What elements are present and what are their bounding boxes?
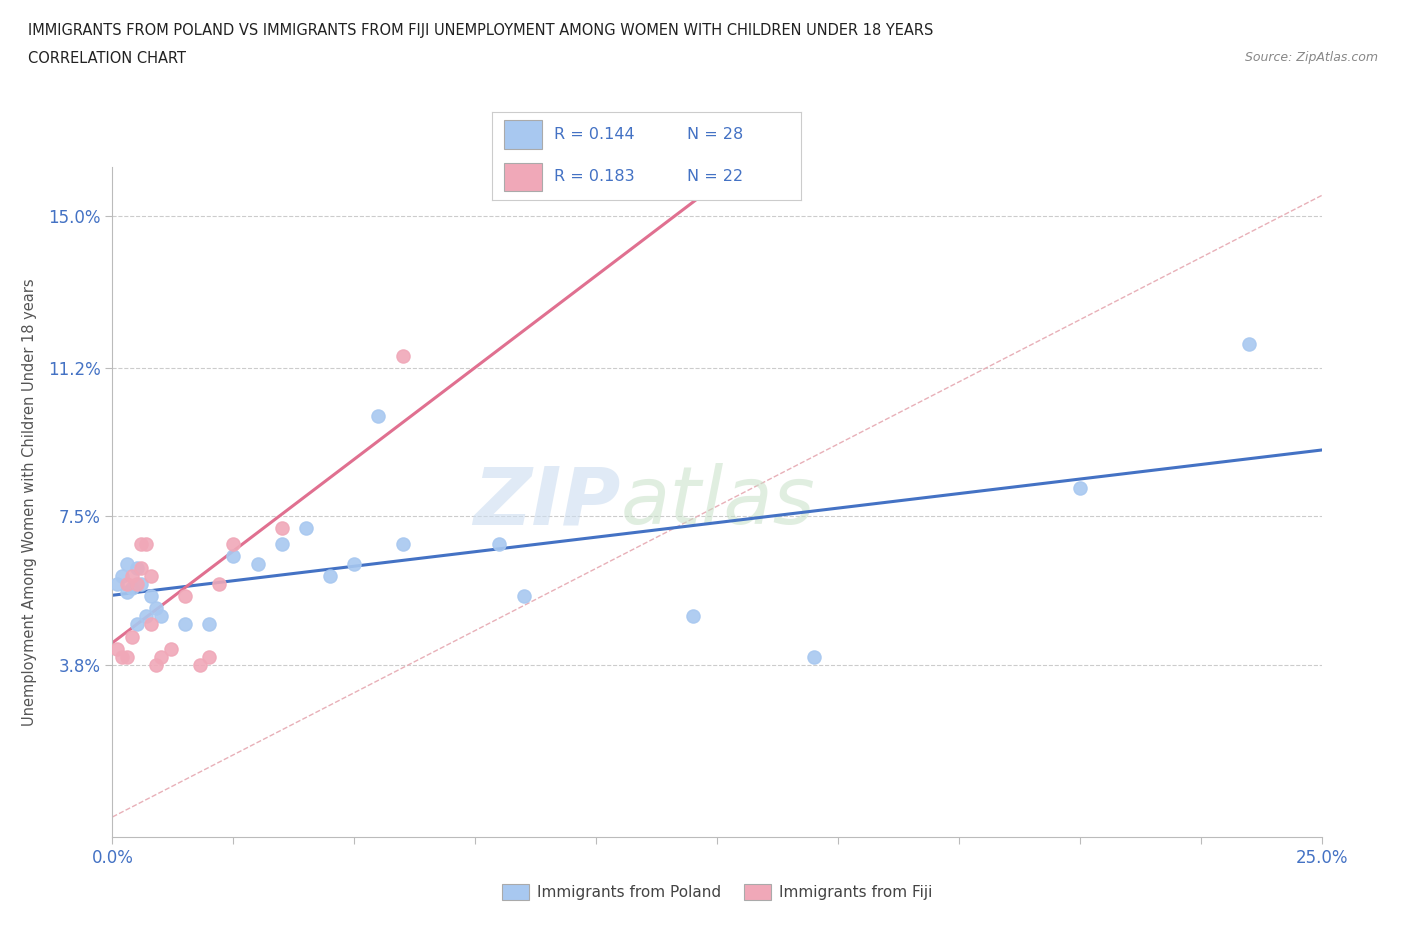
Point	[188, 658, 211, 672]
Point	[141, 589, 163, 604]
Text: R = 0.183: R = 0.183	[554, 169, 634, 184]
Point	[115, 585, 138, 600]
Point	[111, 569, 134, 584]
Point	[803, 649, 825, 664]
Legend: Immigrants from Poland, Immigrants from Fiji: Immigrants from Poland, Immigrants from …	[495, 878, 939, 907]
Point	[125, 617, 148, 631]
Point	[222, 537, 245, 551]
Point	[512, 589, 534, 604]
Point	[198, 649, 221, 664]
Point	[391, 537, 413, 551]
Point	[159, 641, 181, 656]
Text: N = 28: N = 28	[688, 127, 744, 142]
Point	[135, 609, 157, 624]
Point	[174, 589, 197, 604]
Point	[141, 569, 163, 584]
Point	[174, 617, 197, 631]
Point	[121, 581, 143, 596]
Point	[149, 609, 172, 624]
Point	[198, 617, 221, 631]
Point	[682, 609, 704, 624]
FancyBboxPatch shape	[505, 121, 541, 149]
Point	[488, 537, 510, 551]
Text: ZIP: ZIP	[472, 463, 620, 541]
Point	[131, 577, 153, 591]
Point	[145, 658, 167, 672]
Point	[125, 577, 148, 591]
Point	[121, 569, 143, 584]
Point	[115, 649, 138, 664]
Point	[208, 577, 231, 591]
Point	[135, 537, 157, 551]
Point	[105, 641, 128, 656]
Point	[1237, 337, 1260, 352]
Text: CORRELATION CHART: CORRELATION CHART	[28, 51, 186, 66]
Point	[222, 549, 245, 564]
Point	[145, 601, 167, 616]
Point	[111, 649, 134, 664]
Point	[131, 537, 153, 551]
Text: atlas: atlas	[620, 463, 815, 541]
Point	[105, 577, 128, 591]
Point	[391, 349, 413, 364]
Point	[131, 561, 153, 576]
Point	[115, 577, 138, 591]
Point	[367, 408, 389, 423]
Text: IMMIGRANTS FROM POLAND VS IMMIGRANTS FROM FIJI UNEMPLOYMENT AMONG WOMEN WITH CHI: IMMIGRANTS FROM POLAND VS IMMIGRANTS FRO…	[28, 23, 934, 38]
Point	[1069, 481, 1091, 496]
FancyBboxPatch shape	[505, 163, 541, 192]
Point	[149, 649, 172, 664]
Point	[115, 557, 138, 572]
Point	[121, 629, 143, 644]
Text: N = 22: N = 22	[688, 169, 744, 184]
Text: R = 0.144: R = 0.144	[554, 127, 634, 142]
Y-axis label: Unemployment Among Women with Children Under 18 years: Unemployment Among Women with Children U…	[22, 278, 37, 726]
Point	[343, 557, 366, 572]
Point	[270, 537, 292, 551]
Text: Source: ZipAtlas.com: Source: ZipAtlas.com	[1244, 51, 1378, 64]
Point	[246, 557, 269, 572]
Point	[295, 521, 318, 536]
Point	[141, 617, 163, 631]
Point	[270, 521, 292, 536]
Point	[319, 569, 342, 584]
Point	[125, 561, 148, 576]
